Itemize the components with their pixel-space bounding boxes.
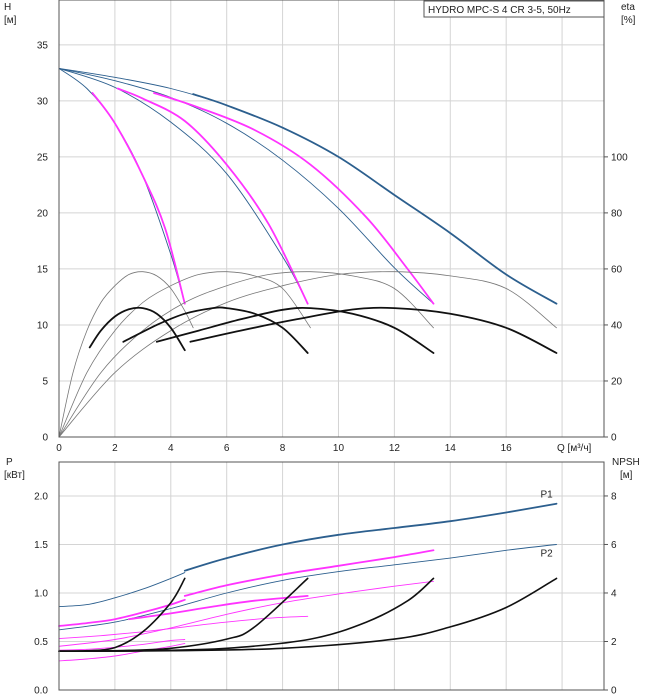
top-plot-frame [58,0,605,438]
h-tick-label: 0 [42,433,48,444]
x-tick-label: 2 [112,443,118,454]
h-tick-label: 5 [42,376,48,387]
p-main-curve-0 [183,502,558,572]
p-axis-unit: [кВт] [4,470,25,481]
head-duty-curve-7 [91,92,186,305]
head-thin-curve-0 [58,67,557,305]
x-tick-label: 14 [445,443,457,454]
top-curves [58,67,558,438]
head-efficiency-chart: 0 2 4 6 8 10 12 14 1605101520253035020406080100 … [4,0,636,454]
head-thin-curve-1 [58,67,434,305]
x-tick-label: 16 [501,443,513,454]
eta-axis-unit: [%] [621,15,636,26]
eta-thin-curve-9 [58,271,311,438]
eta-thin-curve-8 [58,271,194,438]
series-label-p1: P1 [540,490,553,501]
head-thin-curve-3 [58,67,186,305]
p-duty-thin-curve-7 [58,615,309,640]
h-tick-label: 35 [37,40,49,51]
series-label-p2: P2 [540,548,553,559]
head-main-curve-4 [192,93,558,305]
npsh-axis-unit: [м] [620,470,633,481]
eta-tick-label: 80 [611,208,623,219]
h-axis-label: H [4,2,11,13]
h-tick-label: 10 [37,320,49,331]
npsh-curve-13 [58,577,558,652]
bottom-tick-labels: 0.0 0.5 1.0 1.5 2.0 0 2 4 6 8 [34,491,617,696]
npsh-tick-label: 4 [611,588,617,599]
p-duty-curve-3 [183,549,435,597]
eta-thick-curve-15 [189,306,558,354]
eta-tick-label: 20 [611,376,623,387]
eta-thick-curve-13 [122,306,309,354]
bottom-grid [59,462,604,690]
x-tick-label: 8 [280,443,286,454]
bottom-curves [58,502,558,662]
bottom-plot-frame [58,461,605,691]
h-tick-label: 25 [37,152,49,163]
p-tick-label: 1.5 [34,540,48,551]
npsh-tick-label: 2 [611,637,617,648]
q-axis-label: Q [м³/ч] [557,443,592,454]
x-tick-label: 12 [389,443,401,454]
x-tick-label: 6 [224,443,230,454]
p-duty-thin-curve-8 [58,639,186,651]
eta-tick-label: 40 [611,320,623,331]
eta-thin-curve-11 [58,271,557,438]
npsh-tick-label: 6 [611,540,617,551]
p-axis-label: P [6,457,13,468]
top-grid [59,0,604,437]
eta-thin-curve-10 [58,271,434,438]
h-tick-label: 15 [37,264,49,275]
head-thin-curve-2 [58,67,309,305]
head-duty-curve-6 [116,87,309,305]
series-labels: P1 P2 [540,490,553,560]
p-duty-curve-5 [128,595,309,621]
eta-thick-curve-14 [155,306,435,354]
eta-tick-label: 100 [611,152,628,163]
eta-thick-curve-12 [88,306,186,352]
eta-axis-label: eta [621,2,635,13]
eta-tick-label: 0 [611,433,617,444]
h-axis-unit: [м] [4,15,17,26]
head-duty-curve-5 [153,92,435,305]
npsh-axis-label: NPSH [612,457,640,468]
eta-tick-label: 60 [611,264,623,275]
chart-title: HYDRO MPC-S 4 CR 3-5, 50Hz [428,5,571,16]
p-duty-thin-curve-6 [58,580,434,647]
h-tick-label: 30 [37,96,49,107]
p-duty-curve-4 [58,598,186,627]
p-tick-label: 1.0 [34,588,48,599]
p-duty-thin-curve-9 [58,642,186,662]
p-tick-label: 0.5 [34,637,48,648]
p-thin-curve-1 [58,572,186,608]
title-box [423,0,605,18]
npsh-tick-label: 0 [611,686,617,697]
top-tick-labels: 0 2 4 6 8 10 12 14 16 0 5 10 15 20 25 30 35 0 20 40 60 80 100 [37,40,628,454]
npsh-curve-11 [58,577,309,652]
power-npsh-chart: 0.0 0.5 1.0 1.5 2.0 0 2 4 6 8 P [кВт] NPSH [м] P1… [4,457,640,697]
p-tick-label: 0.0 [34,686,48,697]
x-tick-label: 10 [333,443,345,454]
npsh-tick-label: 8 [611,491,617,502]
x-tick-label: 0 [56,443,62,454]
x-tick-label: 4 [168,443,174,454]
h-tick-label: 20 [37,208,49,219]
p-thin-curve-2 [58,544,557,631]
p-tick-label: 2.0 [34,491,48,502]
